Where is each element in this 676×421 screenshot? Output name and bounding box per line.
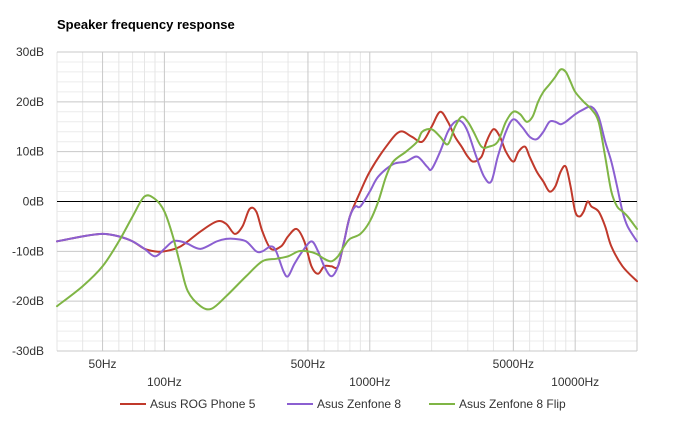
series-line-2	[56, 68, 638, 311]
y-tick-label: 30dB	[16, 45, 44, 59]
series-line-1	[56, 105, 638, 278]
legend: Asus ROG Phone 5 Asus Zenfone 8 Asus Zenfo…	[120, 397, 566, 411]
y-tick-label: 0dB	[23, 195, 44, 209]
series-lines	[56, 68, 638, 311]
x-tick-label: 1000Hz	[349, 375, 390, 389]
y-axis-ticks: 30dB 20dB 10dB 0dB -10dB -20dB -30dB	[12, 45, 44, 358]
y-tick-label: 10dB	[16, 145, 44, 159]
chart-title: Speaker frequency response	[57, 17, 235, 32]
x-tick-label: 5000Hz	[493, 357, 534, 371]
y-tick-label: -20dB	[12, 294, 44, 308]
x-axis-ticks: 50Hz 100Hz 500Hz 1000Hz 5000Hz 10000Hz	[89, 357, 600, 389]
y-tick-label: -30dB	[12, 344, 44, 358]
y-tick-label: 20dB	[16, 95, 44, 109]
legend-label-0: Asus ROG Phone 5	[150, 397, 256, 411]
x-tick-label: 50Hz	[89, 357, 117, 371]
legend-label-2: Asus Zenfone 8 Flip	[459, 397, 566, 411]
x-tick-label: 100Hz	[147, 375, 182, 389]
x-tick-label: 10000Hz	[551, 375, 599, 389]
x-tick-label: 500Hz	[291, 357, 326, 371]
legend-label-1: Asus Zenfone 8	[317, 397, 401, 411]
y-tick-label: -10dB	[12, 244, 44, 258]
